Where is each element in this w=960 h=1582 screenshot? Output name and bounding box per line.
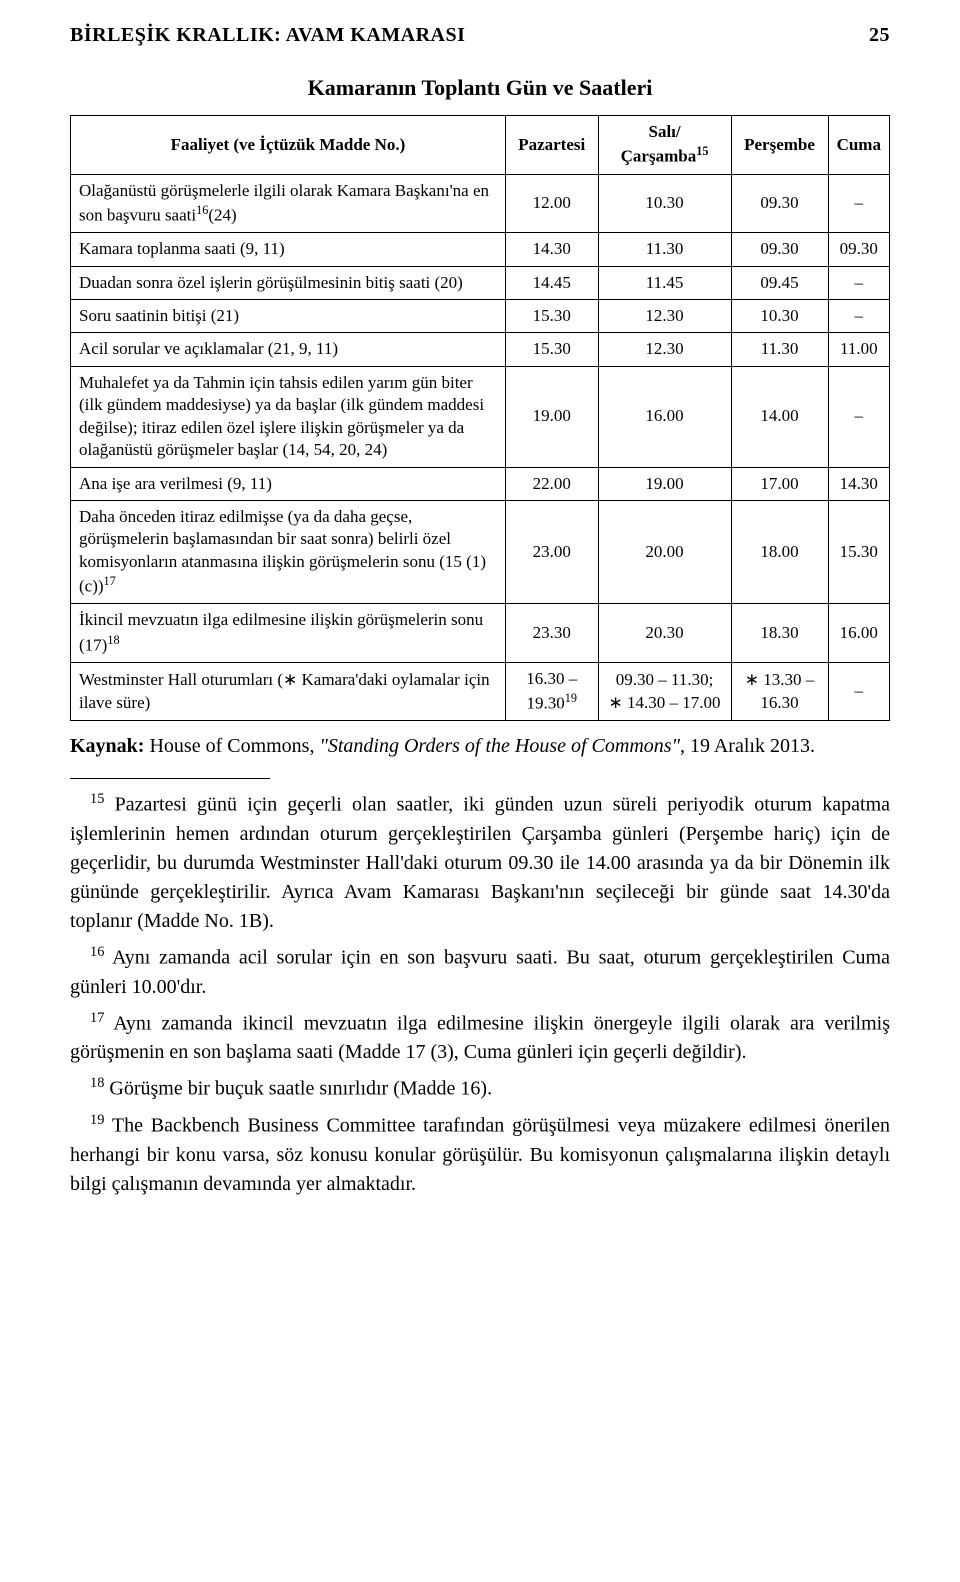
table-row: Soru saatinin bitişi (21) 15.30 12.30 10… [71, 299, 890, 332]
col-friday: Cuma [828, 116, 889, 175]
table-row: Daha önceden itiraz edilmişse (ya da dah… [71, 501, 890, 604]
footnote: 16 Aynı zamanda acil sorular için en son… [70, 942, 890, 1002]
col-activity: Faaliyet (ve İçtüzük Madde No.) [71, 116, 506, 175]
footnotes: 15 Pazartesi günü için geçerli olan saat… [70, 789, 890, 1198]
cell: – [828, 174, 889, 233]
col-tue-wed: Salı/Çarşamba15 [598, 116, 731, 175]
table-header-row: Faaliyet (ve İçtüzük Madde No.) Pazartes… [71, 116, 890, 175]
table-row: Kamara toplanma saati (9, 11) 14.30 11.3… [71, 233, 890, 266]
cell: 11.30 [731, 333, 828, 366]
footnote: 18 Görüşme bir buçuk saatle sınırlıdır (… [70, 1073, 890, 1104]
cell: 14.00 [731, 366, 828, 467]
cell: ∗ 13.30 – 16.30 [731, 662, 828, 721]
col-monday: Pazartesi [505, 116, 598, 175]
cell: 15.30 [505, 299, 598, 332]
cell: 18.00 [731, 501, 828, 604]
cell: 15.30 [505, 333, 598, 366]
row-label: Muhalefet ya da Tahmin için tahsis edile… [71, 366, 506, 467]
cell: 15.30 [828, 501, 889, 604]
table-row: İkincil mevzuatın ilga edilmesine ilişki… [71, 604, 890, 663]
cell: – [828, 266, 889, 299]
cell: 16.30 – 19.3019 [505, 662, 598, 721]
header-title: BİRLEŞİK KRALLIK: AVAM KAMARASI [70, 24, 465, 47]
cell: 09.30 [828, 233, 889, 266]
cell: 11.45 [598, 266, 731, 299]
cell: 16.00 [828, 604, 889, 663]
cell: 09.45 [731, 266, 828, 299]
cell: 11.30 [598, 233, 731, 266]
cell: 14.45 [505, 266, 598, 299]
cell: 19.00 [505, 366, 598, 467]
footnote: 15 Pazartesi günü için geçerli olan saat… [70, 789, 890, 936]
col-thursday: Perşembe [731, 116, 828, 175]
cell: 19.00 [598, 467, 731, 500]
table-title: Kamaranın Toplantı Gün ve Saatleri [70, 75, 890, 101]
footnote-rule [70, 778, 270, 779]
source-label: Kaynak: [70, 735, 144, 757]
cell: 22.00 [505, 467, 598, 500]
footnote: 19 The Backbench Business Committee tara… [70, 1110, 890, 1199]
table-row: Westminster Hall oturumları (∗ Kamara'da… [71, 662, 890, 721]
row-label: Duadan sonra özel işlerin görüşülmesinin… [71, 266, 506, 299]
row-label: İkincil mevzuatın ilga edilmesine ilişki… [71, 604, 506, 663]
cell: – [828, 366, 889, 467]
cell: 10.30 [598, 174, 731, 233]
cell: 20.30 [598, 604, 731, 663]
cell: 09.30 – 11.30; ∗ 14.30 – 17.00 [598, 662, 731, 721]
cell: 11.00 [828, 333, 889, 366]
row-label: Westminster Hall oturumları (∗ Kamara'da… [71, 662, 506, 721]
cell: 09.30 [731, 233, 828, 266]
cell: 14.30 [828, 467, 889, 500]
cell: 23.30 [505, 604, 598, 663]
cell: 12.30 [598, 299, 731, 332]
running-header: BİRLEŞİK KRALLIK: AVAM KAMARASI 25 [70, 24, 890, 47]
cell: 12.30 [598, 333, 731, 366]
cell: 14.30 [505, 233, 598, 266]
table-row: Olağanüstü görüşmelerle ilgili olarak Ka… [71, 174, 890, 233]
cell: 18.30 [731, 604, 828, 663]
footnote: 17 Aynı zamanda ikincil mevzuatın ilga e… [70, 1008, 890, 1068]
table-row: Duadan sonra özel işlerin görüşülmesinin… [71, 266, 890, 299]
row-label: Ana işe ara verilmesi (9, 11) [71, 467, 506, 500]
cell: 12.00 [505, 174, 598, 233]
table-row: Muhalefet ya da Tahmin için tahsis edile… [71, 366, 890, 467]
page-number: 25 [869, 24, 890, 47]
cell: – [828, 299, 889, 332]
cell: 20.00 [598, 501, 731, 604]
cell: 23.00 [505, 501, 598, 604]
cell: – [828, 662, 889, 721]
table-row: Ana işe ara verilmesi (9, 11) 22.00 19.0… [71, 467, 890, 500]
row-label: Kamara toplanma saati (9, 11) [71, 233, 506, 266]
table-row: Acil sorular ve açıklamalar (21, 9, 11) … [71, 333, 890, 366]
cell: 09.30 [731, 174, 828, 233]
row-label: Olağanüstü görüşmelerle ilgili olarak Ka… [71, 174, 506, 233]
source-body: House of Commons, "Standing Orders of th… [144, 735, 815, 757]
cell: 10.30 [731, 299, 828, 332]
schedule-table: Faaliyet (ve İçtüzük Madde No.) Pazartes… [70, 115, 890, 721]
source-line: Kaynak: House of Commons, "Standing Orde… [70, 735, 890, 758]
row-label: Daha önceden itiraz edilmişse (ya da dah… [71, 501, 506, 604]
row-label: Acil sorular ve açıklamalar (21, 9, 11) [71, 333, 506, 366]
cell: 17.00 [731, 467, 828, 500]
cell: 16.00 [598, 366, 731, 467]
row-label: Soru saatinin bitişi (21) [71, 299, 506, 332]
